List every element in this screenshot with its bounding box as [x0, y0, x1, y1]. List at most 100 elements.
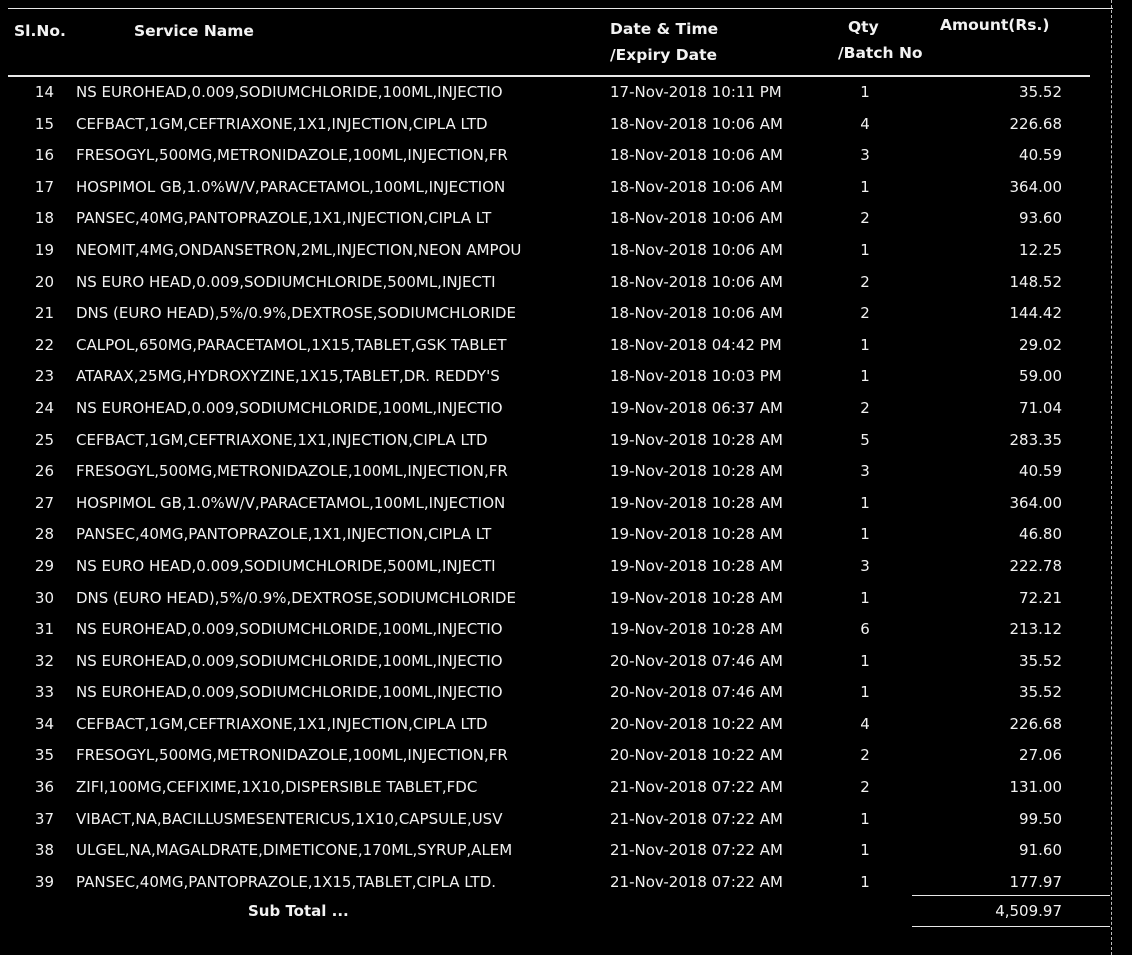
row-qty: 1	[860, 841, 870, 860]
row-sl-no: 39	[34, 872, 54, 891]
row-amount: 40.59	[1019, 462, 1062, 481]
row-qty: 5	[860, 430, 870, 449]
row-qty: 2	[860, 209, 870, 228]
row-date-time: 18-Nov-2018 10:06 AM	[610, 209, 783, 228]
row-qty: 6	[860, 620, 870, 639]
row-sl-no: 36	[34, 778, 54, 797]
row-date-time: 17-Nov-2018 10:11 PM	[610, 83, 782, 101]
row-amount: 27.06	[1019, 746, 1062, 765]
row-amount: 35.52	[1019, 83, 1062, 101]
row-service-name: HOSPIMOL GB,1.0%W/V,PARACETAMOL,100ML,IN…	[76, 493, 506, 512]
row-date-time: 21-Nov-2018 07:22 AM	[610, 809, 783, 828]
header-expiry-date: /Expiry Date	[610, 46, 718, 64]
row-amount: 144.42	[1009, 304, 1063, 323]
row-date-time: 19-Nov-2018 10:28 AM	[610, 556, 783, 575]
row-service-name: PANSEC,40MG,PANTOPRAZOLE,1X1,INJECTION,C…	[76, 525, 492, 544]
row-date-time: 20-Nov-2018 07:46 AM	[610, 683, 783, 702]
row-qty: 3	[860, 146, 870, 165]
row-sl-no: 21	[34, 304, 54, 323]
table-row: 18 PANSEC,40MG,PANTOPRAZOLE,1X1,INJECTION…	[0, 203, 1132, 235]
subtotal-value: 4,509.97	[995, 902, 1062, 920]
row-sl-no: 29	[34, 556, 54, 575]
row-amount: 213.12	[1009, 620, 1063, 639]
row-service-name: NS EUROHEAD,0.009,SODIUMCHLORIDE,100ML,I…	[76, 683, 503, 702]
subtotal-rule-bottom	[912, 926, 1110, 927]
table-row: 38 ULGEL,NA,MAGALDRATE,DIMETICONE,170ML,S…	[0, 835, 1132, 867]
row-service-name: NEOMIT,4MG,ONDANSETRON,2ML,INJECTION,NEO…	[76, 240, 522, 259]
table-row: 21 DNS (EURO HEAD),5%/0.9%,DEXTROSE,SODIU…	[0, 298, 1132, 330]
row-qty: 3	[860, 556, 870, 575]
row-service-name: NS EUROHEAD,0.009,SODIUMCHLORIDE,100ML,I…	[76, 651, 503, 670]
row-date-time: 20-Nov-2018 10:22 AM	[610, 746, 783, 765]
subtotal-row: Sub Total ... 4,509.97	[0, 896, 1132, 926]
row-amount: 283.35	[1009, 430, 1063, 449]
header-service-name: Service Name	[134, 22, 254, 40]
row-date-time: 18-Nov-2018 10:06 AM	[610, 240, 783, 259]
row-date-time: 21-Nov-2018 07:22 AM	[610, 841, 783, 860]
row-amount: 35.52	[1019, 683, 1062, 702]
table-row: 30 DNS (EURO HEAD),5%/0.9%,DEXTROSE,SODIU…	[0, 583, 1132, 615]
table-row: 29 NS EURO HEAD,0.009,SODIUMCHLORIDE,500M…	[0, 551, 1132, 583]
row-date-time: 18-Nov-2018 04:42 PM	[610, 335, 782, 354]
row-qty: 1	[860, 367, 870, 386]
row-service-name: HOSPIMOL GB,1.0%W/V,PARACETAMOL,100ML,IN…	[76, 177, 506, 196]
table-row: 37 VIBACT,NA,BACILLUSMESENTERICUS,1X10,CA…	[0, 804, 1132, 836]
table-row: 34 CEFBACT,1GM,CEFTRIAXONE,1X1,INJECTION,…	[0, 709, 1132, 741]
row-date-time: 18-Nov-2018 10:06 AM	[610, 114, 783, 133]
row-service-name: ULGEL,NA,MAGALDRATE,DIMETICONE,170ML,SYR…	[76, 841, 513, 860]
row-sl-no: 17	[34, 177, 54, 196]
row-service-name: PANSEC,40MG,PANTOPRAZOLE,1X15,TABLET,CIP…	[76, 872, 497, 891]
table-row: 27 HOSPIMOL GB,1.0%W/V,PARACETAMOL,100ML,…	[0, 488, 1132, 520]
row-service-name: CEFBACT,1GM,CEFTRIAXONE,1X1,INJECTION,CI…	[76, 114, 488, 133]
row-date-time: 19-Nov-2018 10:28 AM	[610, 462, 783, 481]
row-qty: 1	[860, 872, 870, 891]
table-row: 25 CEFBACT,1GM,CEFTRIAXONE,1X1,INJECTION,…	[0, 425, 1132, 457]
row-amount: 40.59	[1019, 146, 1062, 165]
table-row: 24 NS EUROHEAD,0.009,SODIUMCHLORIDE,100ML…	[0, 393, 1132, 425]
row-date-time: 19-Nov-2018 10:28 AM	[610, 525, 783, 544]
table-row: 36 ZIFI,100MG,CEFIXIME,1X10,DISPERSIBLE T…	[0, 772, 1132, 804]
row-amount: 91.60	[1019, 841, 1062, 860]
row-qty: 4	[860, 114, 870, 133]
row-date-time: 18-Nov-2018 10:06 AM	[610, 146, 783, 165]
header-batch-no: /Batch No	[838, 44, 923, 62]
table-row: 15 CEFBACT,1GM,CEFTRIAXONE,1X1,INJECTION,…	[0, 109, 1132, 141]
row-date-time: 21-Nov-2018 07:22 AM	[610, 872, 783, 891]
row-date-time: 20-Nov-2018 10:22 AM	[610, 714, 783, 733]
row-date-time: 18-Nov-2018 10:03 PM	[610, 367, 782, 386]
row-qty: 2	[860, 778, 870, 797]
table-row: 33 NS EUROHEAD,0.009,SODIUMCHLORIDE,100ML…	[0, 677, 1132, 709]
row-amount: 222.78	[1009, 556, 1063, 575]
row-amount: 29.02	[1019, 335, 1062, 354]
table-row: 16 FRESOGYL,500MG,METRONIDAZOLE,100ML,INJ…	[0, 140, 1132, 172]
row-qty: 2	[860, 272, 870, 291]
row-sl-no: 33	[34, 683, 54, 702]
row-service-name: DNS (EURO HEAD),5%/0.9%,DEXTROSE,SODIUMC…	[76, 304, 516, 323]
row-date-time: 18-Nov-2018 10:06 AM	[610, 304, 783, 323]
row-sl-no: 32	[34, 651, 54, 670]
row-service-name: FRESOGYL,500MG,METRONIDAZOLE,100ML,INJEC…	[76, 462, 508, 481]
row-service-name: ZIFI,100MG,CEFIXIME,1X10,DISPERSIBLE TAB…	[76, 778, 478, 797]
row-sl-no: 30	[34, 588, 54, 607]
row-qty: 1	[860, 588, 870, 607]
row-amount: 131.00	[1009, 778, 1063, 797]
row-date-time: 18-Nov-2018 10:06 AM	[610, 177, 783, 196]
row-qty: 2	[860, 304, 870, 323]
row-amount: 72.21	[1019, 588, 1062, 607]
header-qty: Qty	[848, 18, 879, 36]
row-qty: 1	[860, 683, 870, 702]
row-sl-no: 14	[34, 83, 54, 101]
row-service-name: DNS (EURO HEAD),5%/0.9%,DEXTROSE,SODIUMC…	[76, 588, 516, 607]
table-row: 22 CALPOL,650MG,PARACETAMOL,1X15,TABLET,G…	[0, 330, 1132, 362]
row-sl-no: 26	[34, 462, 54, 481]
row-amount: 226.68	[1009, 114, 1063, 133]
row-qty: 1	[860, 651, 870, 670]
row-amount: 177.97	[1009, 872, 1063, 891]
row-sl-no: 38	[34, 841, 54, 860]
row-sl-no: 35	[34, 746, 54, 765]
row-sl-no: 19	[34, 240, 54, 259]
row-sl-no: 31	[34, 620, 54, 639]
top-divider	[8, 8, 1113, 9]
table-row: 14 NS EUROHEAD,0.009,SODIUMCHLORIDE,100ML…	[0, 77, 1132, 109]
